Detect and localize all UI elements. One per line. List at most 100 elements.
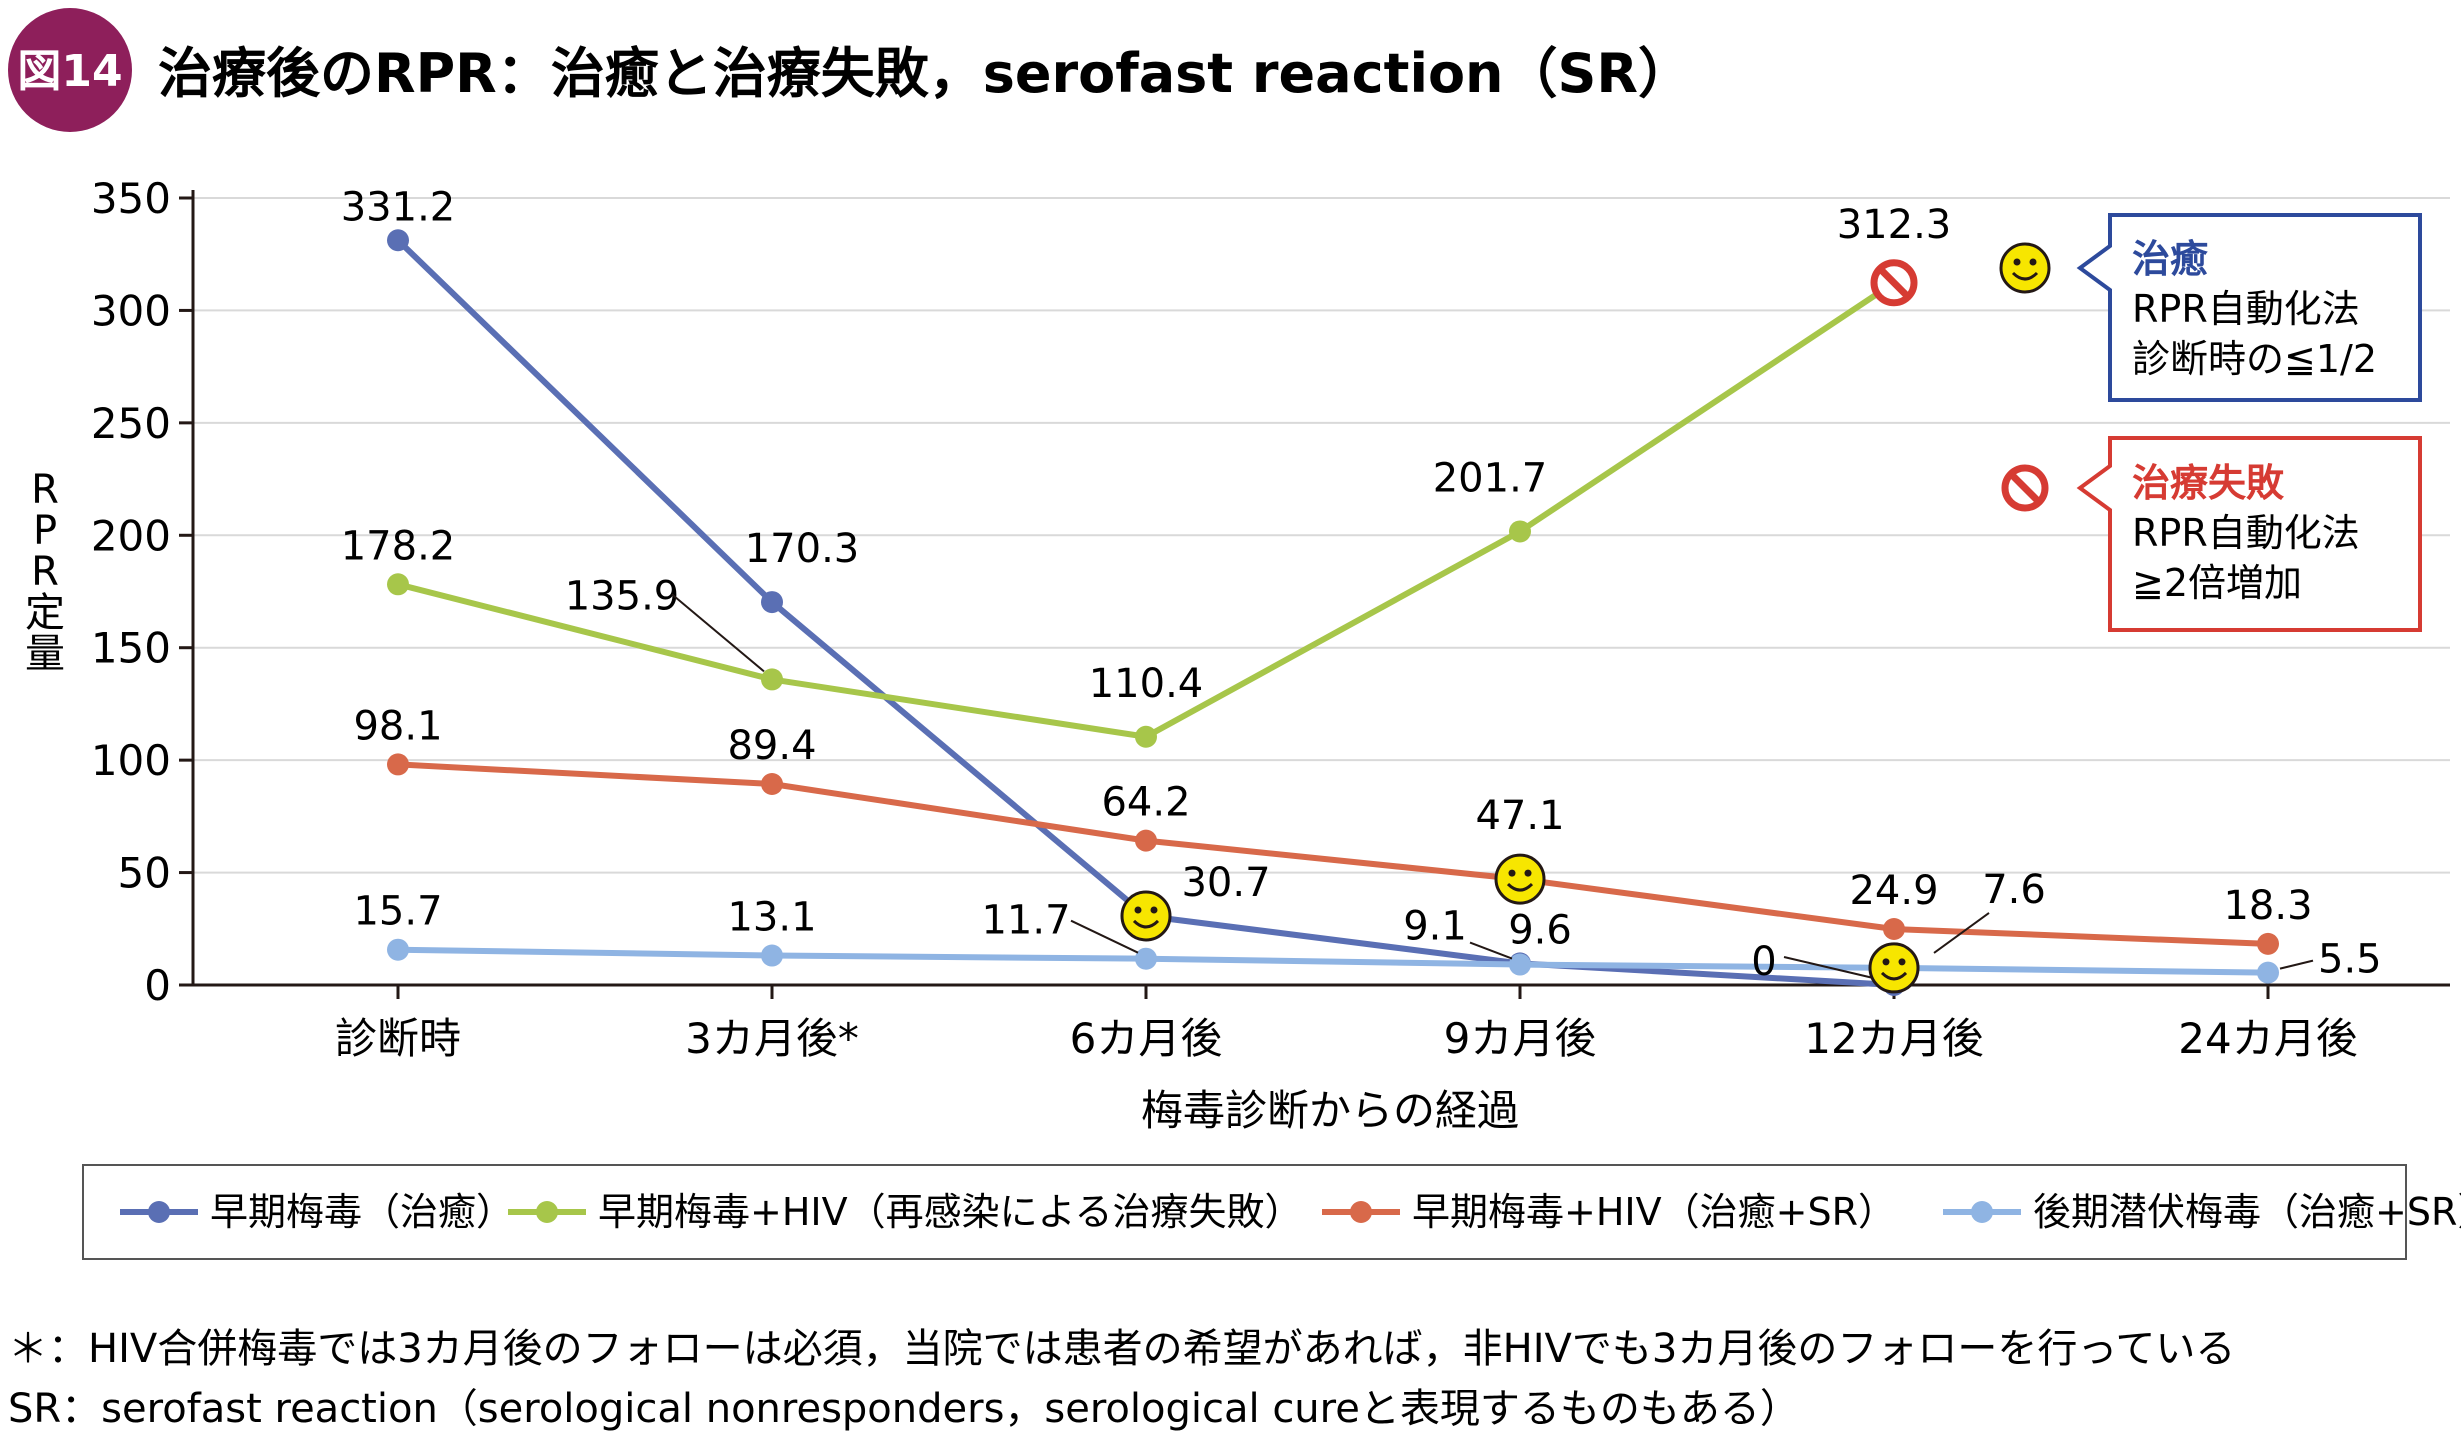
cure-box-line-2: 診断時の≦1/2	[2132, 337, 2377, 381]
legend-label: 早期梅毒（治癒）	[210, 1190, 514, 1234]
y-tick-label: 250	[91, 399, 171, 448]
footnote-1: ＊：HIV合併梅毒では3カ月後のフォローは必須，当院では患者の希望があれば，非H…	[8, 1326, 2235, 1372]
data-label: 110.4	[1089, 661, 1204, 707]
x-tick-label: 3カ月後*	[685, 1014, 859, 1063]
y-axis-label-char: 量	[25, 631, 65, 677]
smiley-mouth	[2011, 271, 2039, 281]
data-label: 201.7	[1433, 455, 1548, 501]
grid-lines	[193, 197, 2450, 874]
prohibited-bar	[2008, 471, 2042, 505]
legend-swatch-dot	[148, 1201, 170, 1223]
y-tick-label: 150	[91, 624, 171, 673]
leader-lines	[671, 593, 2314, 982]
smiley-eye	[1524, 869, 1532, 877]
leader-line	[1070, 919, 1139, 954]
leader-line	[671, 593, 765, 673]
data-label: 24.9	[1849, 868, 1938, 914]
prohibited-bar	[1877, 266, 1911, 300]
prohibited-icon	[1870, 259, 1918, 307]
data-label: 5.5	[2318, 937, 2382, 983]
y-tick-labels: 0 50 100 150 200 250 300 350	[91, 174, 171, 1010]
data-label: 18.3	[2223, 883, 2312, 929]
status-markers	[1120, 242, 2051, 994]
data-point	[2257, 961, 2279, 984]
data-point	[761, 668, 783, 691]
data-point	[387, 229, 409, 252]
y-axis-label-char: R	[31, 549, 59, 595]
data-point	[1509, 520, 1531, 543]
y-tick-label: 50	[118, 849, 171, 898]
smiley-eye	[1134, 906, 1142, 914]
data-labels: 331.2 170.3 30.7 9.6 0 178.2 135.9 110.4 201.7 31…	[341, 184, 2382, 985]
data-label: 98.1	[353, 703, 442, 749]
data-point	[1509, 953, 1531, 976]
smiley-mouth	[1506, 882, 1534, 892]
data-point	[761, 772, 783, 795]
x-tick-label: 24カ月後	[2178, 1014, 2357, 1063]
figure-badge: 図14	[8, 8, 132, 132]
smiley-face	[1999, 242, 2051, 294]
x-tick-label: 9カ月後	[1444, 1014, 1597, 1063]
y-tick-label: 0	[144, 961, 171, 1010]
leader-line	[2279, 959, 2314, 970]
cure-definition-box: 治癒 RPR自動化法 診断時の≦1/2	[2076, 213, 2422, 402]
legend-swatch-dot	[1350, 1201, 1372, 1223]
y-tick-label: 300	[91, 286, 171, 335]
smiley-eye	[1150, 906, 1158, 914]
data-label: 13.1	[727, 895, 816, 941]
x-tick-labels: 診断時 3カ月後* 6カ月後 9カ月後 12カ月後 24カ月後	[335, 1014, 2358, 1063]
y-tick-label: 350	[91, 174, 171, 223]
y-axis-label-char: P	[33, 508, 57, 554]
data-point	[2257, 932, 2279, 955]
data-label: 9.6	[1508, 907, 1572, 953]
data-point	[1135, 947, 1157, 970]
y-tick-label: 100	[91, 736, 171, 785]
fail-box-line-1: RPR自動化法	[2132, 511, 2360, 555]
smiley-eye	[2029, 258, 2037, 266]
badge-circle	[8, 8, 132, 132]
cure-box-title: 治癒	[2132, 237, 2208, 281]
legend-label: 後期潜伏梅毒（治癒+SR）	[2033, 1190, 2461, 1234]
legend-swatch-dot	[536, 1201, 558, 1223]
smiley-mouth	[1132, 919, 1160, 929]
smiley-icon	[1868, 942, 1920, 994]
smiley-icon	[1120, 890, 1172, 942]
data-label: 64.2	[1101, 780, 1190, 826]
series-line	[397, 761, 2269, 947]
data-label: 11.7	[981, 898, 1070, 944]
data-label: 312.3	[1837, 202, 1952, 248]
smiley-icon	[1494, 853, 1546, 905]
data-label: 331.2	[341, 184, 456, 230]
legend-label: 早期梅毒+HIV（再感染による治療失敗）	[598, 1190, 1302, 1234]
data-label: 47.1	[1475, 793, 1564, 839]
smiley-eye	[2013, 258, 2021, 266]
data-label: 0	[1751, 939, 1776, 985]
fail-definition-box: 治療失敗 RPR自動化法 ≧2倍増加	[2076, 436, 2422, 632]
footnote-2: SR：serofast reaction（serological nonresp…	[8, 1386, 1800, 1432]
data-point	[387, 573, 409, 596]
smiley-eye	[1882, 958, 1890, 966]
smiley-face	[1868, 942, 1920, 994]
fail-prohibited-icon	[2001, 464, 2049, 512]
data-point	[387, 753, 409, 776]
chart-title: 治療後のRPR：治癒と治療失敗，serofast reaction（SR）	[158, 42, 1692, 105]
x-axis-label: 梅毒診断からの経過	[1141, 1086, 1519, 1135]
cure-smiley-icon	[1999, 242, 2051, 294]
legend-label: 早期梅毒+HIV（治癒+SR）	[1412, 1190, 1896, 1234]
smiley-eye	[1508, 869, 1516, 877]
fail-box-line-2: ≧2倍増加	[2132, 561, 2302, 605]
leader-line	[1933, 912, 1990, 954]
x-tick-label: 6カ月後	[1070, 1014, 1223, 1063]
data-point	[761, 591, 783, 614]
data-label: 170.3	[745, 526, 860, 572]
series-line	[397, 946, 2269, 976]
badge-label: 図14	[17, 46, 122, 97]
legend-swatch-dot	[1971, 1201, 1993, 1223]
leader-line	[1469, 941, 1513, 960]
y-axis-label-char: 定	[25, 590, 65, 636]
fail-box-frame	[2076, 436, 2422, 632]
data-label: 9.1	[1403, 904, 1467, 950]
smiley-eye	[1898, 958, 1906, 966]
x-tick-label: 診断時	[335, 1014, 461, 1063]
